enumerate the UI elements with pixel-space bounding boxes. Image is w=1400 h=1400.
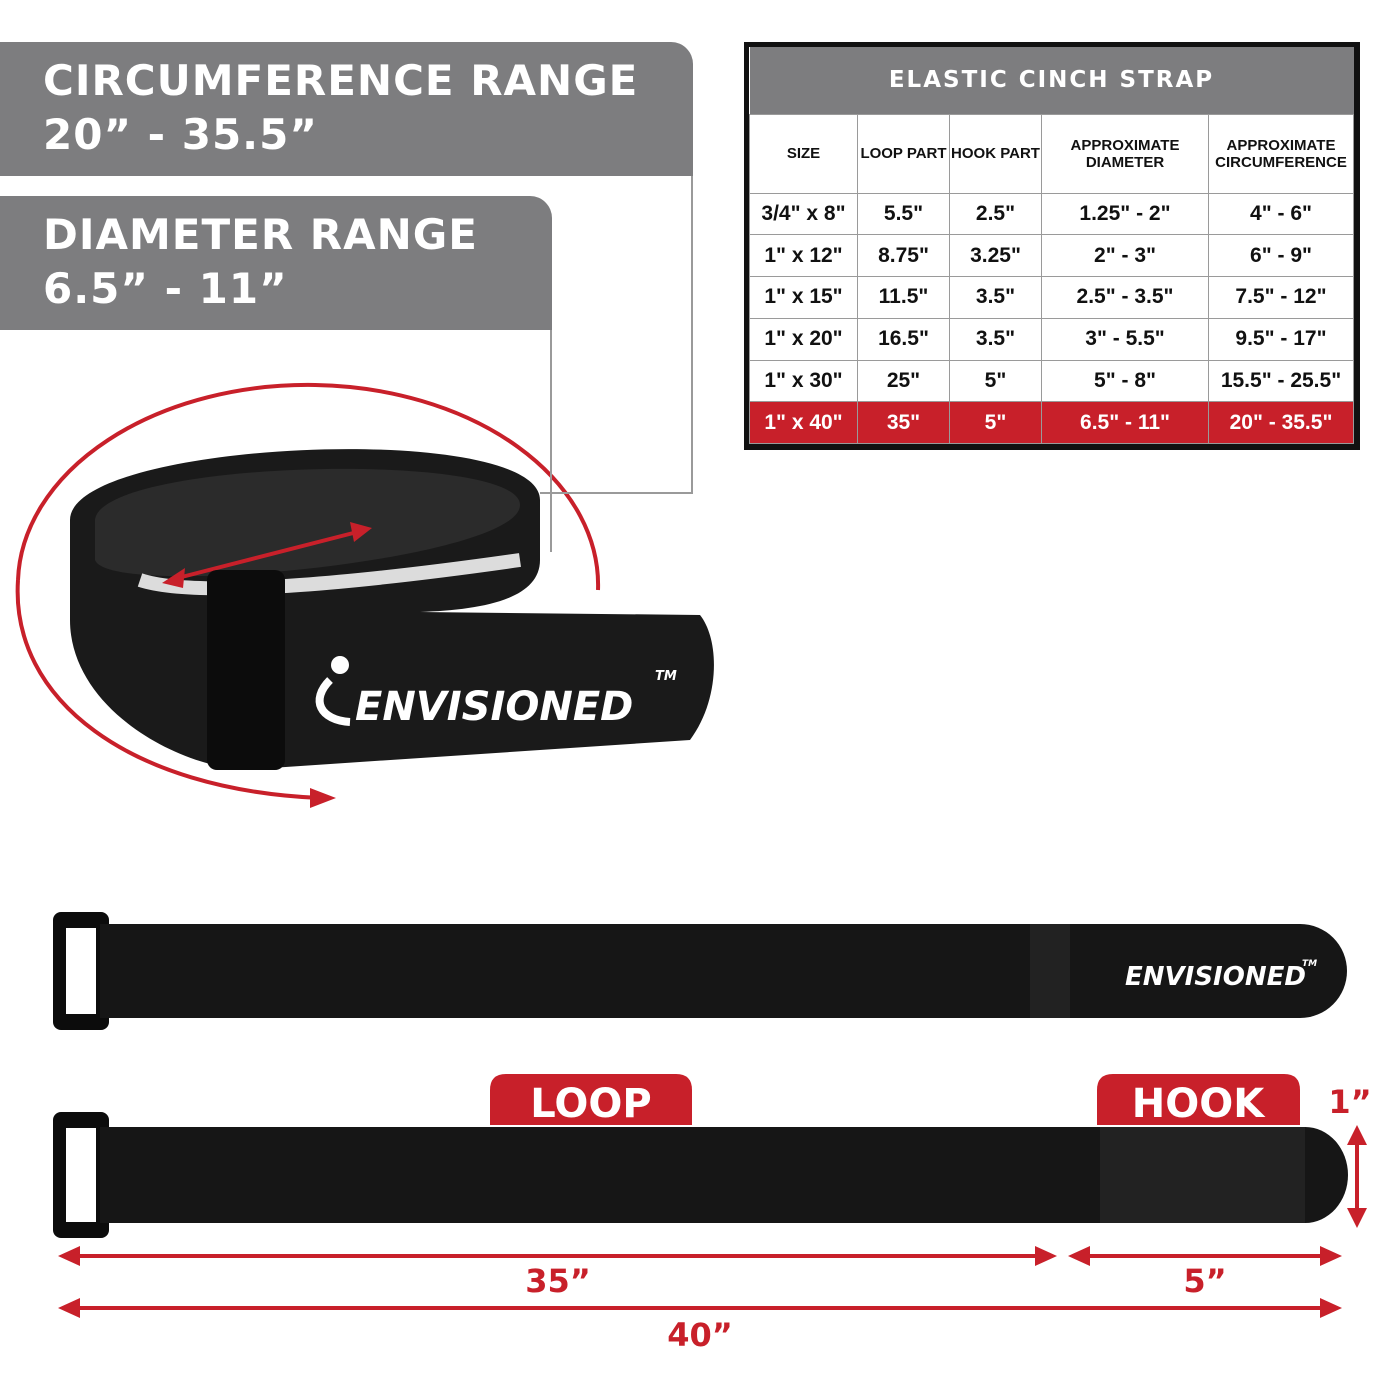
hook-tag bbox=[1097, 1074, 1300, 1125]
size-chart: ELASTIC CINCH STRAP SIZE LOOP PART HOOK … bbox=[744, 42, 1360, 450]
table-cell: 3/4" x 8" bbox=[749, 192, 858, 236]
total-length-label: 40” bbox=[667, 1316, 733, 1354]
buckle bbox=[207, 570, 285, 770]
loop-length-label: 35” bbox=[525, 1262, 591, 1300]
table-cell: 11.5" bbox=[857, 276, 950, 319]
svg-text:TM: TM bbox=[1302, 959, 1317, 969]
table-cell: 35" bbox=[857, 401, 950, 444]
table-cell: 20" - 35.5" bbox=[1208, 401, 1354, 444]
callout-outline bbox=[400, 330, 552, 552]
brand-logo: ENVISIONED bbox=[355, 684, 633, 730]
size-table: ELASTIC CINCH STRAP SIZE LOOP PART HOOK … bbox=[749, 47, 1354, 444]
table-header-row: SIZE LOOP PART HOOK PART APPROXIMATE DIA… bbox=[749, 113, 1354, 194]
table-title: ELASTIC CINCH STRAP bbox=[749, 47, 1354, 115]
table-row: 3/4" x 8" 5.5" 2.5" 1.25" - 2" 4" - 6" bbox=[749, 192, 1354, 236]
table-cell: 5.5" bbox=[857, 192, 950, 236]
table-cell: 2.5" - 3.5" bbox=[1041, 276, 1209, 319]
circumference-value: 20” - 35.5” bbox=[43, 110, 318, 159]
table-cell: 5" bbox=[949, 359, 1042, 403]
table-cell: 2" - 3" bbox=[1041, 234, 1209, 278]
table-cell: 5" - 8" bbox=[1041, 359, 1209, 403]
table-cell: 8.75" bbox=[857, 234, 950, 278]
table-cell: 3.5" bbox=[949, 276, 1042, 319]
table-cell: 1" x 12" bbox=[749, 234, 858, 278]
circumference-arc-top bbox=[16, 382, 601, 591]
table-cell: 1" x 40" bbox=[749, 401, 858, 444]
width-label: 1” bbox=[1328, 1083, 1371, 1121]
circumference-title: CIRCUMFERENCE RANGE bbox=[43, 56, 639, 105]
diameter-title: DIAMETER RANGE bbox=[43, 210, 478, 259]
table-cell: 2.5" bbox=[949, 192, 1042, 236]
coiled-strap: ENVISIONED TM bbox=[15, 382, 714, 808]
svg-text:TM: TM bbox=[655, 669, 677, 684]
header-loop: LOOP PART bbox=[857, 113, 950, 194]
circumference-arc-bottom bbox=[15, 579, 321, 800]
header-diameter: APPROXIMATE DIAMETER bbox=[1041, 113, 1209, 194]
header-circumference: APPROXIMATE CIRCUMFERENCE bbox=[1208, 113, 1354, 194]
table-cell: 3" - 5.5" bbox=[1041, 317, 1209, 361]
table-row: 1" x 40" 35" 5" 6.5" - 11" 20" - 35.5" bbox=[749, 401, 1354, 444]
table-cell: 1" x 30" bbox=[749, 359, 858, 403]
table-cell: 25" bbox=[857, 359, 950, 403]
table-cell: 5" bbox=[949, 401, 1042, 444]
loop-label: LOOP bbox=[530, 1081, 651, 1127]
table-cell: 1.25" - 2" bbox=[1041, 192, 1209, 236]
table-cell: 16.5" bbox=[857, 317, 950, 361]
table-cell: 7.5" - 12" bbox=[1208, 276, 1354, 319]
loop-tag bbox=[490, 1074, 692, 1125]
strap-dimension-view: LOOP HOOK 1” 35” 5” 40” bbox=[53, 1074, 1372, 1354]
table-cell: 3.5" bbox=[949, 317, 1042, 361]
table-cell: 1" x 20" bbox=[749, 317, 858, 361]
arrow-head-icon bbox=[310, 788, 336, 808]
diameter-banner: DIAMETER RANGE 6.5” - 11” bbox=[0, 196, 552, 330]
table-cell: 1" x 15" bbox=[749, 276, 858, 319]
diameter-value: 6.5” - 11” bbox=[43, 264, 288, 313]
table-cell: 6.5" - 11" bbox=[1041, 401, 1209, 444]
table-row: 1" x 12" 8.75" 3.25" 2" - 3" 6" - 9" bbox=[749, 234, 1354, 278]
table-cell: 4" - 6" bbox=[1208, 192, 1354, 236]
table-row: 1" x 15" 11.5" 3.5" 2.5" - 3.5" 7.5" - 12" bbox=[749, 276, 1354, 319]
brand-logo: ENVISIONED bbox=[1125, 962, 1306, 992]
hook-length-label: 5” bbox=[1183, 1262, 1226, 1300]
diameter-arrow bbox=[169, 528, 366, 582]
header-hook: HOOK PART bbox=[949, 113, 1042, 194]
table-cell: 15.5" - 25.5" bbox=[1208, 359, 1354, 403]
table-cell: 6" - 9" bbox=[1208, 234, 1354, 278]
hook-label: HOOK bbox=[1132, 1081, 1266, 1127]
table-cell: 3.25" bbox=[949, 234, 1042, 278]
circumference-banner: CIRCUMFERENCE RANGE 20” - 35.5” bbox=[0, 42, 693, 176]
table-row: 1" x 20" 16.5" 3.5" 3" - 5.5" 9.5" - 17" bbox=[749, 317, 1354, 361]
strap-top-view: ENVISIONED TM bbox=[53, 912, 1347, 1030]
header-size: SIZE bbox=[749, 113, 858, 194]
callout-outline bbox=[540, 176, 693, 494]
table-row: 1" x 30" 25" 5" 5" - 8" 15.5" - 25.5" bbox=[749, 359, 1354, 403]
table-cell: 9.5" - 17" bbox=[1208, 317, 1354, 361]
